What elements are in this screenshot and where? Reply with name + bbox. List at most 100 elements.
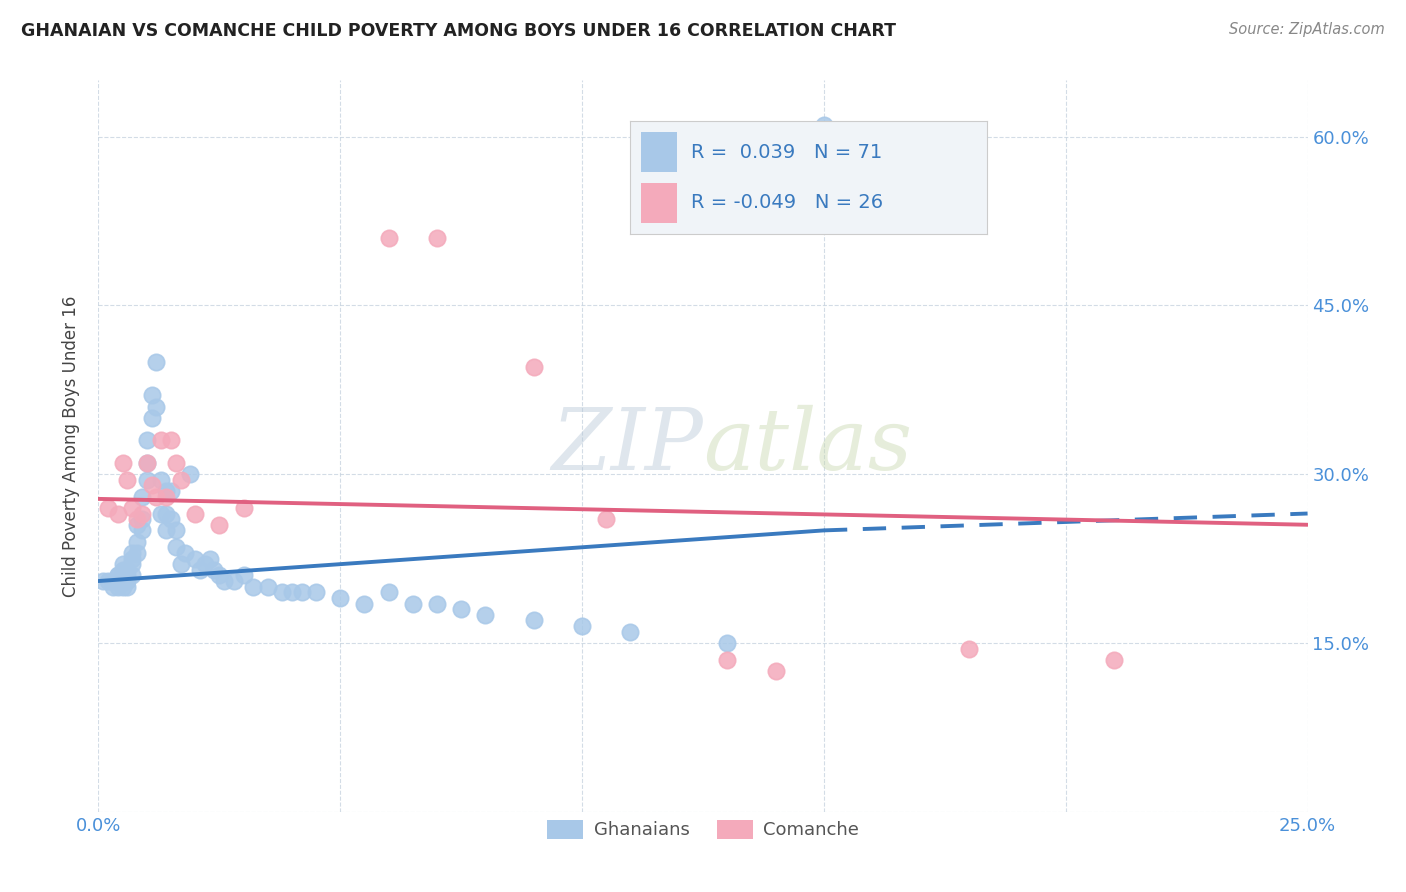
Point <box>222 574 245 588</box>
Point <box>160 483 183 498</box>
Point <box>150 507 173 521</box>
Text: GHANAIAN VS COMANCHE CHILD POVERTY AMONG BOYS UNDER 16 CORRELATION CHART: GHANAIAN VS COMANCHE CHILD POVERTY AMONG… <box>21 22 896 40</box>
Point <box>212 574 235 588</box>
Point <box>329 591 352 605</box>
Point <box>184 507 207 521</box>
Point <box>117 563 139 577</box>
Point <box>281 585 304 599</box>
Point <box>97 574 120 588</box>
Point <box>523 614 546 628</box>
Point <box>155 483 177 498</box>
Point <box>155 490 177 504</box>
Point <box>353 597 375 611</box>
Point <box>145 354 167 368</box>
Point <box>813 118 835 132</box>
Point <box>179 467 201 482</box>
Point <box>402 597 425 611</box>
Point <box>716 636 738 650</box>
Point <box>135 456 157 470</box>
Point <box>165 541 187 555</box>
Point <box>91 574 114 588</box>
Point <box>135 473 157 487</box>
Point <box>595 512 617 526</box>
Point <box>765 664 787 678</box>
Point <box>111 563 134 577</box>
Point <box>127 512 149 526</box>
Point <box>127 546 149 560</box>
Point <box>141 410 163 425</box>
Point <box>107 580 129 594</box>
Point <box>426 597 449 611</box>
Point <box>150 434 173 448</box>
Point <box>450 602 472 616</box>
Point <box>111 557 134 571</box>
Point <box>426 231 449 245</box>
Point <box>305 585 328 599</box>
Point <box>135 434 157 448</box>
Point <box>121 500 143 515</box>
Point <box>232 568 254 582</box>
Point <box>242 580 264 594</box>
Point <box>204 563 226 577</box>
Point <box>150 473 173 487</box>
Point <box>121 557 143 571</box>
Y-axis label: Child Poverty Among Boys Under 16: Child Poverty Among Boys Under 16 <box>62 295 80 597</box>
Point <box>121 551 143 566</box>
Point <box>188 563 211 577</box>
Point <box>198 551 221 566</box>
Point <box>111 580 134 594</box>
Point <box>131 512 153 526</box>
Point <box>107 568 129 582</box>
Point <box>107 507 129 521</box>
Point <box>256 580 278 594</box>
Point <box>131 507 153 521</box>
Point <box>208 568 231 582</box>
Point <box>117 563 139 577</box>
Point <box>377 231 399 245</box>
Point <box>571 619 593 633</box>
Point <box>160 512 183 526</box>
Point <box>117 473 139 487</box>
Point <box>107 568 129 582</box>
Point <box>111 456 134 470</box>
Point <box>957 641 980 656</box>
Point <box>619 624 641 639</box>
Point <box>101 580 124 594</box>
Point <box>141 478 163 492</box>
Point <box>145 400 167 414</box>
Point <box>155 524 177 538</box>
Point <box>121 568 143 582</box>
Point <box>184 551 207 566</box>
Point <box>377 585 399 599</box>
Point <box>141 388 163 402</box>
Point <box>169 473 191 487</box>
Point <box>174 546 197 560</box>
Point <box>194 557 217 571</box>
Point <box>169 557 191 571</box>
Point <box>523 360 546 375</box>
Point <box>131 490 153 504</box>
Point <box>474 607 496 622</box>
Point <box>97 500 120 515</box>
Point <box>160 434 183 448</box>
Point <box>117 568 139 582</box>
Point <box>135 456 157 470</box>
Point <box>290 585 312 599</box>
Point <box>101 574 124 588</box>
Point <box>127 534 149 549</box>
Point <box>117 580 139 594</box>
Point <box>716 653 738 667</box>
Text: atlas: atlas <box>703 405 912 487</box>
Legend: Ghanaians, Comanche: Ghanaians, Comanche <box>540 813 866 847</box>
Point <box>145 490 167 504</box>
Point <box>165 456 187 470</box>
Point <box>131 524 153 538</box>
Point <box>121 546 143 560</box>
Point <box>271 585 294 599</box>
Point <box>1102 653 1125 667</box>
Point <box>117 574 139 588</box>
Point <box>165 524 187 538</box>
Text: Source: ZipAtlas.com: Source: ZipAtlas.com <box>1229 22 1385 37</box>
Point <box>127 517 149 532</box>
Point <box>155 507 177 521</box>
